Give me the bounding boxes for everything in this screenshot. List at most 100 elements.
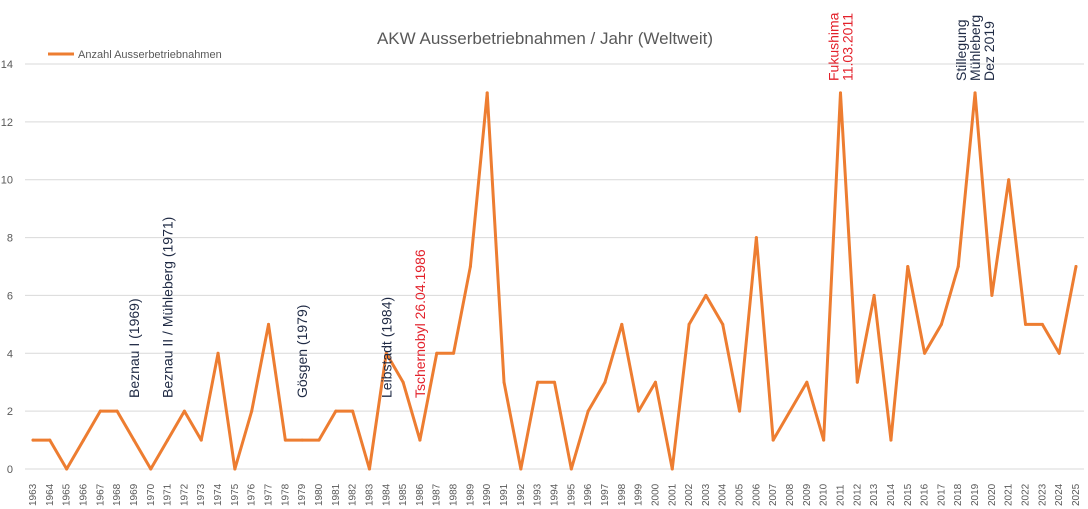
x-tick-label: 2023: [1037, 483, 1048, 506]
x-tick-label: 2017: [936, 483, 947, 506]
x-tick-label: 1978: [280, 483, 291, 506]
y-tick-label: 4: [7, 348, 13, 360]
x-tick-label: 1979: [297, 483, 308, 506]
x-tick-label: 2016: [920, 483, 931, 506]
y-tick-label: 8: [7, 233, 13, 245]
data-point: [452, 351, 456, 355]
x-tick-label: 2025: [1071, 483, 1082, 506]
data-point: [468, 265, 472, 268]
x-tick-label: 1968: [112, 483, 123, 506]
y-tick-label: 14: [1, 59, 13, 71]
data-point: [435, 351, 439, 355]
data-point: [267, 322, 271, 326]
annotation-label: Gösgen (1979): [294, 305, 310, 398]
x-tick-label: 2000: [650, 483, 661, 506]
data-point: [334, 409, 338, 413]
data-point: [805, 380, 809, 384]
x-tick-label: 1965: [62, 483, 73, 506]
x-tick-label: 1999: [634, 483, 645, 506]
x-tick-label: 1991: [499, 483, 510, 506]
x-axis-ticks: 1963 1964 1965 1966 1967 1968 1969 1970 1971 1972…: [28, 483, 1082, 506]
data-point: [872, 293, 876, 297]
annotation-label: Leibstadt (1984): [378, 297, 394, 398]
x-tick-label: 1998: [617, 483, 628, 506]
data-point: [367, 467, 371, 471]
x-tick-label: 1981: [331, 483, 342, 506]
x-tick-label: 1966: [78, 483, 89, 506]
data-point: [384, 351, 388, 355]
x-tick-label: 2013: [869, 483, 880, 506]
x-tick-label: 1980: [314, 483, 325, 506]
y-tick-label: 2: [7, 406, 13, 418]
annotation-label: Dez 2019: [981, 21, 997, 81]
data-point: [906, 265, 910, 268]
x-tick-label: 1990: [482, 483, 493, 506]
annotation-label: 11.03.2011: [839, 13, 855, 81]
annotation-label: Mühleberg: [967, 15, 983, 81]
x-tick-label: 1977: [264, 483, 275, 506]
data-point: [754, 236, 758, 240]
data-point: [81, 438, 85, 442]
data-point: [771, 438, 775, 442]
data-point: [1074, 265, 1078, 268]
data-point: [738, 409, 742, 413]
x-tick-label: 1967: [95, 483, 106, 506]
x-tick-label: 2009: [802, 483, 813, 506]
x-tick-label: 2020: [987, 483, 998, 506]
x-tick-label: 1996: [583, 483, 594, 506]
data-point: [603, 380, 607, 384]
annotations: Beznau I (1969) Beznau II / Mühleberg (19…: [126, 12, 997, 398]
data-point: [149, 467, 153, 471]
data-point: [553, 380, 556, 384]
y-axis-ticks: 0 2 4 6 8 10 12 14: [1, 59, 13, 476]
data-point: [653, 380, 657, 384]
x-tick-label: 2024: [1054, 483, 1065, 506]
data-point: [1057, 351, 1061, 355]
x-tick-label: 1994: [550, 483, 561, 506]
x-tick-label: 2001: [667, 483, 678, 506]
data-point: [670, 467, 674, 471]
data-point: [300, 438, 304, 442]
data-point: [536, 380, 540, 384]
series-layer: [31, 91, 1078, 471]
data-point: [822, 438, 826, 442]
data-point: [586, 409, 590, 413]
annotation-label: Stillegung: [953, 20, 969, 81]
data-point: [216, 351, 220, 355]
data-point: [283, 438, 287, 442]
x-tick-label: 2022: [1021, 483, 1032, 506]
annotation-label: Beznau II / Mühleberg (1971): [160, 217, 176, 398]
data-point: [317, 438, 321, 442]
data-point: [939, 322, 943, 326]
annotation-label: Tschernobyl 26.04.1986: [412, 249, 428, 398]
data-point: [637, 409, 641, 413]
data-point: [721, 322, 725, 326]
data-point: [620, 322, 624, 326]
x-tick-label: 1974: [213, 483, 224, 506]
x-tick-label: 1970: [146, 483, 157, 506]
data-point: [418, 438, 422, 442]
data-point: [1040, 322, 1044, 326]
data-point: [973, 91, 977, 95]
data-point: [687, 322, 691, 326]
legend: Anzahl Ausserbetriebnahmen: [48, 49, 222, 61]
x-tick-label: 1963: [28, 483, 39, 506]
x-tick-label: 1995: [566, 483, 577, 506]
x-tick-label: 2010: [819, 483, 830, 506]
x-tick-label: 2015: [903, 483, 914, 506]
x-tick-label: 2007: [768, 483, 779, 506]
data-point: [199, 438, 203, 442]
x-tick-label: 1997: [600, 483, 611, 506]
annotation-label: Beznau I (1969): [126, 298, 142, 398]
series-line: [31, 91, 1078, 471]
x-tick-label: 2006: [751, 483, 762, 506]
x-tick-label: 2021: [1004, 483, 1015, 506]
x-tick-label: 1964: [45, 483, 56, 506]
chart-title: AKW Ausserbetriebnahmen / Jahr (Weltweit…: [377, 29, 713, 48]
data-point: [704, 293, 708, 297]
x-tick-label: 2011: [835, 484, 846, 506]
data-point: [65, 467, 69, 471]
y-tick-label: 12: [1, 117, 13, 129]
data-point: [923, 351, 927, 355]
